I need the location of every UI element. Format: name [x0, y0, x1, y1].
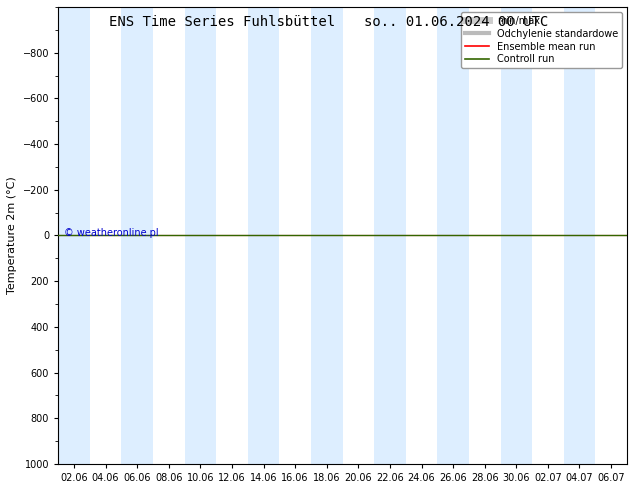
Bar [248, 7, 280, 464]
Bar [58, 7, 90, 464]
Bar [500, 7, 532, 464]
Bar [184, 7, 216, 464]
Bar [311, 7, 342, 464]
Legend: min/max, Odchylenie standardowe, Ensemble mean run, Controll run: min/max, Odchylenie standardowe, Ensembl… [461, 12, 622, 68]
Y-axis label: Temperature 2m (°C): Temperature 2m (°C) [7, 176, 17, 294]
Bar [564, 7, 595, 464]
Text: ENS Time Series Fuhlsbüttel: ENS Time Series Fuhlsbüttel [109, 15, 335, 29]
Text: so.. 01.06.2024 00 UTC: so.. 01.06.2024 00 UTC [365, 15, 548, 29]
Bar [121, 7, 153, 464]
Bar [437, 7, 469, 464]
Bar [374, 7, 406, 464]
Text: © weatheronline.pl: © weatheronline.pl [64, 228, 158, 238]
